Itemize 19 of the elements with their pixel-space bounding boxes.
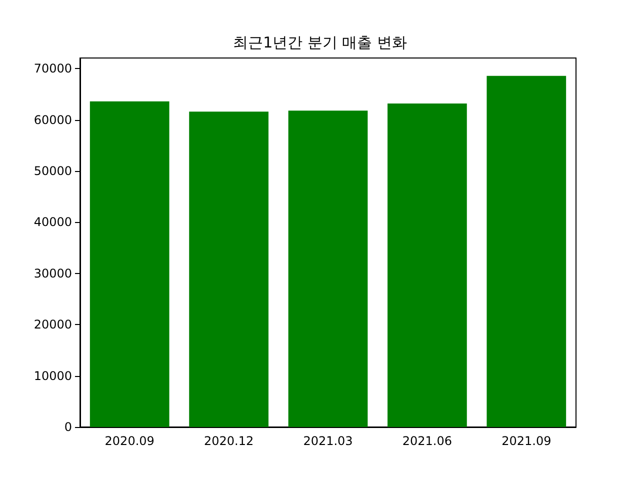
chart-title: 최근1년간 분기 매출 변화 (233, 34, 407, 52)
y-tick-label: 30000 (34, 266, 72, 280)
bar (486, 76, 566, 427)
x-tick-label: 2021.06 (402, 434, 452, 448)
x-tick-label: 2020.12 (204, 434, 254, 448)
x-tick-label: 2020.09 (104, 434, 154, 448)
y-tick-label: 60000 (34, 112, 72, 127)
y-tick-label: 70000 (34, 62, 72, 76)
y-tick-label: 50000 (34, 164, 72, 178)
bar (288, 110, 368, 427)
y-tick-label: 0 (64, 420, 72, 434)
y-tick-label: 40000 (34, 215, 72, 230)
y-tick-label: 20000 (34, 318, 72, 332)
x-tick-label: 2021.03 (303, 434, 353, 448)
bar (90, 101, 170, 427)
x-tick-label: 2021.09 (502, 434, 552, 448)
bar (189, 112, 268, 427)
y-tick-label: 10000 (34, 368, 72, 383)
bar (388, 103, 467, 427)
